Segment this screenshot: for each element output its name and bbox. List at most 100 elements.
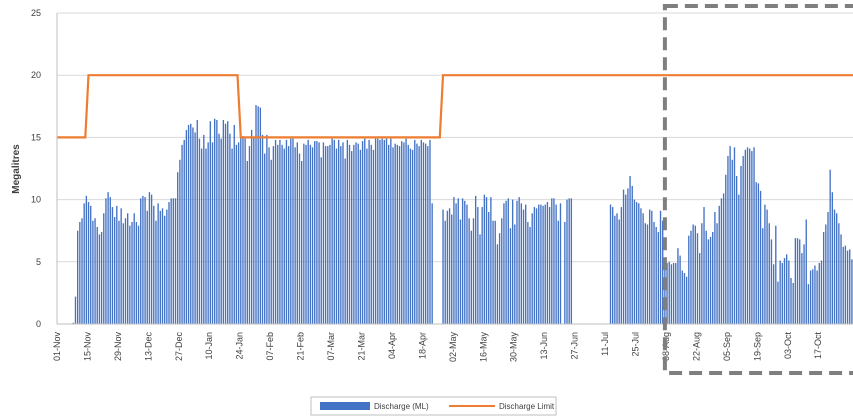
discharge-bar [283, 148, 285, 324]
discharge-bar [827, 212, 829, 324]
discharge-bar [74, 296, 77, 324]
discharge-bar [535, 208, 538, 324]
discharge-bar [370, 144, 372, 324]
discharge-bar [153, 205, 155, 324]
discharge-bar [290, 138, 292, 324]
discharge-bar [849, 249, 851, 324]
discharge-bar [316, 141, 318, 324]
discharge-bar [140, 198, 142, 324]
discharge-bar [551, 198, 553, 324]
discharge-bar [679, 255, 681, 324]
discharge-bar [488, 212, 490, 324]
discharge-bar [509, 228, 512, 324]
discharge-bar [196, 119, 198, 324]
discharge-bar [779, 260, 781, 324]
discharge-bar [659, 210, 662, 324]
discharge-bar [555, 204, 557, 324]
discharge-bar [368, 139, 370, 324]
discharge-bar [749, 148, 751, 324]
discharge-bar [72, 322, 74, 324]
discharge-bar [170, 198, 172, 324]
discharge-bar [709, 236, 712, 324]
discharge-bar [744, 149, 747, 324]
discharge-bar [348, 144, 351, 324]
x-tick-label: 01-Nov [52, 332, 62, 362]
discharge-bar [168, 202, 170, 324]
discharge-bar [492, 220, 494, 324]
discharge-bar [294, 147, 296, 324]
discharge-bar [392, 147, 394, 324]
discharge-bar [755, 182, 757, 324]
discharge-bar [327, 146, 329, 324]
discharge-bar [244, 138, 246, 324]
discharge-bar [742, 156, 744, 324]
discharge-bar [81, 218, 83, 324]
discharge-bar [318, 142, 320, 324]
discharge-bar [842, 246, 844, 324]
discharge-bar [381, 138, 383, 324]
discharge-bar [655, 226, 657, 324]
y-tick-labels: 0 5 10 15 20 25 [31, 8, 41, 329]
discharge-bar [707, 239, 710, 324]
discharge-bar [548, 207, 551, 324]
x-tick-label: 29-Nov [113, 332, 123, 362]
x-tick-label: 13-Dec [143, 332, 153, 362]
discharge-bar [642, 213, 644, 324]
discharge-bar [468, 218, 470, 324]
discharge-bar [677, 248, 679, 324]
discharge-bar [544, 204, 546, 324]
discharge-bar [772, 264, 775, 324]
discharge-bar [118, 220, 120, 324]
discharge-bar [498, 233, 501, 324]
discharge-bar [159, 210, 161, 324]
discharge-bar [331, 138, 333, 324]
discharge-bar [346, 139, 349, 324]
discharge-bar [148, 192, 151, 324]
discharge-bar [816, 270, 818, 324]
discharge-bar [525, 204, 527, 324]
discharge-bar [540, 204, 542, 324]
discharge-bar [416, 143, 418, 324]
discharge-bar [220, 138, 222, 324]
discharge-bar [764, 204, 766, 324]
discharge-bar [92, 220, 94, 324]
discharge-bar [672, 263, 675, 324]
discharge-bar [820, 260, 823, 324]
discharge-bar [398, 146, 401, 324]
y-tick-label: 0 [36, 319, 41, 329]
discharge-bar [633, 199, 636, 324]
discharge-bar [105, 198, 107, 324]
discharge-bar [507, 198, 509, 324]
discharge-bar [461, 198, 464, 324]
discharge-bar [803, 244, 805, 324]
discharge-bar [203, 134, 205, 324]
discharge-bar [377, 138, 379, 324]
discharge-bar [505, 200, 507, 324]
discharge-bar [242, 136, 244, 324]
axes [56, 13, 853, 325]
x-tick-label: 04-Apr [387, 332, 397, 359]
discharge-bar [142, 195, 144, 324]
discharge-bar [622, 189, 625, 324]
discharge-bar [716, 223, 718, 324]
discharge-bar [385, 138, 388, 324]
discharge-bar [218, 133, 220, 324]
discharge-bar [144, 197, 146, 324]
discharge-bar [90, 205, 92, 324]
discharge-bar [422, 142, 425, 324]
discharge-bar [135, 221, 138, 324]
discharge-bar [309, 144, 312, 324]
discharge-bar [259, 107, 262, 324]
discharge-bar [631, 185, 633, 324]
x-tick-label: 21-Mar [357, 332, 367, 361]
discharge-bar [690, 230, 692, 324]
discharge-bar [705, 230, 707, 324]
discharge-bar [638, 203, 640, 324]
discharge-bar [424, 143, 427, 324]
discharge-bar [333, 139, 335, 324]
discharge-bar [96, 226, 98, 324]
discharge-bar [357, 143, 359, 324]
discharge-bar [414, 139, 416, 324]
discharge-bar [653, 221, 655, 324]
